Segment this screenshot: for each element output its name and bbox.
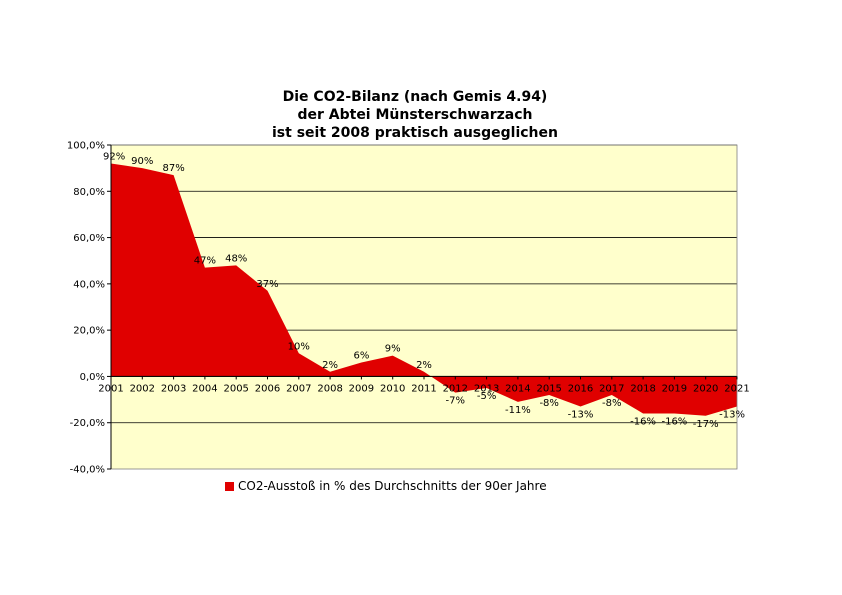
data-label: -16% (661, 416, 687, 427)
data-label: -5% (477, 391, 496, 402)
x-tick-label: 2016 (568, 383, 593, 394)
x-tick-label: 2013 (474, 383, 499, 394)
y-tick-label: -20,0% (70, 418, 105, 429)
x-tick-label: 2008 (317, 383, 342, 394)
data-label: -13% (719, 410, 745, 421)
data-label: 87% (162, 163, 184, 174)
data-label: -11% (505, 405, 531, 416)
x-tick-label: 2012 (443, 383, 468, 394)
y-tick-label: 60,0% (73, 233, 105, 244)
data-label: -8% (602, 398, 621, 409)
x-tick-label: 2009 (349, 383, 374, 394)
x-tick-label: 2021 (724, 383, 749, 394)
chart-title-line-3: ist seit 2008 praktisch ausgeglichen (272, 125, 558, 141)
data-label: 2% (416, 360, 432, 371)
legend-swatch (225, 481, 234, 491)
x-tick-label: 2010 (380, 383, 405, 394)
data-label: 47% (194, 256, 216, 267)
x-tick-label: 2011 (411, 383, 436, 394)
data-label: -13% (568, 410, 594, 421)
data-label: 92% (103, 152, 125, 163)
data-label: 6% (353, 351, 369, 362)
data-label: 37% (256, 279, 278, 290)
legend-label: CO2-Ausstoß in % des Durchschnitts der 9… (238, 479, 547, 493)
y-tick-label: -40,0% (70, 465, 105, 476)
x-tick-label: 2020 (693, 383, 718, 394)
data-label: 2% (322, 360, 338, 371)
x-tick-label: 2018 (630, 383, 655, 394)
y-tick-label: 100,0% (67, 141, 105, 152)
x-tick-label: 2014 (505, 383, 530, 394)
data-label: -16% (630, 416, 656, 427)
y-tick-label: 40,0% (73, 279, 105, 290)
x-tick-label: 2003 (161, 383, 186, 394)
chart-legend: CO2-Ausstoß in % des Durchschnitts der 9… (225, 479, 547, 493)
chart-title-line-1: Die CO2-Bilanz (nach Gemis 4.94) (282, 89, 548, 105)
x-tick-label: 2007 (286, 383, 311, 394)
data-label: 10% (288, 341, 310, 352)
data-label: 90% (131, 156, 153, 167)
x-tick-label: 2004 (192, 383, 217, 394)
chart-title-line-2: der Abtei Münsterschwarzach (297, 107, 533, 123)
data-label: 9% (385, 344, 401, 355)
x-tick-label: 2017 (599, 383, 624, 394)
x-tick-label: 2019 (662, 383, 687, 394)
x-tick-label: 2015 (536, 383, 561, 394)
data-label: -17% (693, 419, 719, 430)
area-series-co2 (111, 163, 737, 416)
x-tick-label: 2006 (255, 383, 280, 394)
data-label: -7% (446, 396, 465, 407)
data-label: 48% (225, 253, 247, 264)
x-tick-label: 2005 (223, 383, 248, 394)
chart-title: Die CO2-Bilanz (nach Gemis 4.94) der Abt… (200, 88, 630, 142)
y-tick-label: 80,0% (73, 187, 105, 198)
data-label: -8% (539, 398, 558, 409)
x-tick-label: 2001 (98, 383, 123, 394)
x-tick-label: 2002 (130, 383, 155, 394)
y-tick-label: 0,0% (80, 372, 105, 383)
y-tick-label: 20,0% (73, 326, 105, 337)
